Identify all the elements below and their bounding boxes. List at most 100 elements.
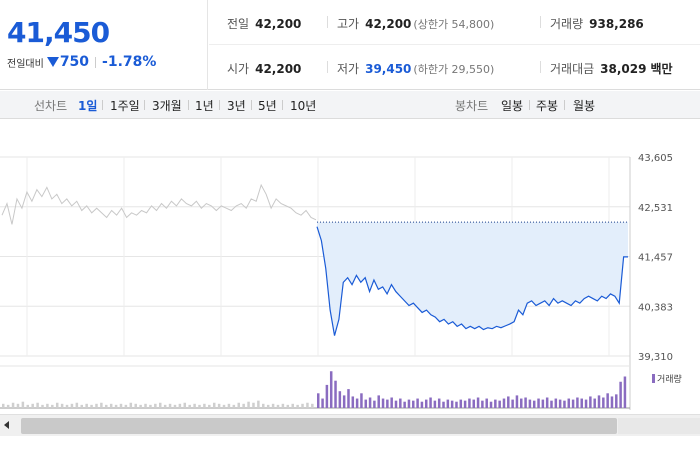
stats-panel: 전일 42,200 고가 42,200 (상한가 54,800) 거래량 938,286… (209, 0, 700, 90)
divider (144, 100, 145, 110)
volume-bar (154, 403, 157, 408)
volume-bar (217, 403, 221, 408)
volume-bar (520, 398, 523, 408)
volume-bar (558, 399, 562, 408)
stat-value: 938,286 (589, 17, 644, 31)
volume-bar (119, 403, 123, 408)
divider (282, 100, 283, 110)
stat-high: 고가 42,200 (상한가 54,800) (327, 15, 494, 32)
volume-bar (16, 403, 20, 408)
quote-summary: 41,450 전일대비 750 -1.78% 전일 42,200 고가 42,200… (0, 0, 700, 90)
stat-label: 시가 (227, 62, 250, 76)
divider (540, 61, 541, 73)
current-price: 41,450 (7, 16, 110, 49)
volume-bar (602, 397, 605, 408)
volume-bar (355, 398, 359, 408)
y-tick-label: 42,531 (638, 203, 673, 214)
volume-bar (41, 404, 44, 408)
volume-bar (502, 398, 506, 408)
volume-bar (36, 402, 39, 408)
period-1w[interactable]: 1주일 (110, 99, 140, 113)
period-5y[interactable]: 5년 (258, 99, 277, 113)
volume-legend-label: 거래량 (657, 375, 682, 385)
candle-daily[interactable]: 일봉 (501, 99, 524, 113)
down-triangle-icon (46, 57, 59, 67)
volume-bar (203, 403, 206, 408)
volume-bar (271, 403, 275, 408)
volume-bar (306, 402, 309, 408)
volume-bar (85, 403, 88, 408)
volume-bar (606, 393, 609, 408)
period-1d[interactable]: 1일 (78, 99, 98, 113)
stats-row-1: 전일 42,200 고가 42,200 (상한가 54,800) 거래량 938,286 (209, 0, 700, 45)
volume-bar (407, 399, 411, 408)
volume-bar (262, 403, 265, 408)
divider (188, 100, 189, 110)
volume-bar (257, 400, 260, 408)
volume-bar (403, 401, 406, 408)
volume-bar (198, 404, 201, 408)
volume-bar (95, 403, 98, 408)
volume-bar (80, 404, 83, 408)
y-tick-label: 40,383 (638, 302, 673, 313)
volume-bar (109, 403, 113, 408)
volume-bar (2, 403, 5, 408)
volume-bar (139, 404, 142, 408)
volume-bar (623, 376, 627, 408)
chart-scrollbar[interactable] (0, 414, 700, 436)
volume-bar (580, 398, 583, 408)
volume-bar (446, 399, 450, 408)
volume-bar (321, 398, 324, 408)
volume-bar (412, 400, 415, 408)
volume-bar (550, 400, 553, 408)
candle-weekly[interactable]: 주봉 (536, 99, 559, 113)
volume-bar (55, 402, 59, 408)
chart-grid (0, 156, 631, 410)
volume-bars (0, 365, 630, 409)
volume-bar (193, 403, 196, 408)
volume-bar (46, 403, 49, 408)
volume-bar (545, 397, 549, 408)
volume-bar (338, 391, 342, 408)
period-3m[interactable]: 3개월 (152, 99, 182, 113)
volume-bar (394, 400, 398, 408)
volume-bar (420, 401, 424, 408)
volume-bar (31, 403, 34, 408)
volume-bar (563, 400, 566, 408)
stat-label: 전일 (227, 17, 250, 31)
scroll-left-icon[interactable] (4, 421, 9, 429)
volume-bar (134, 403, 137, 408)
candle-chart-label: 봉차트 (455, 99, 489, 113)
period-1y[interactable]: 1년 (195, 99, 214, 113)
scroll-thumb[interactable] (21, 418, 617, 434)
volume-bar (459, 399, 463, 408)
volume-bar (129, 402, 133, 408)
volume-bar (450, 400, 454, 408)
stat-sub: (하한가 29,550) (413, 63, 495, 76)
volume-bar (364, 399, 368, 408)
volume-bar (576, 397, 579, 408)
volume-bar (429, 397, 432, 408)
volume-bar (537, 398, 540, 408)
volume-bar (485, 398, 488, 408)
previous-day-series (1, 183, 317, 225)
volume-bar (311, 403, 314, 408)
volume-bar (524, 397, 527, 408)
volume-bar (301, 403, 304, 408)
volume-bar (51, 404, 54, 408)
today-series (316, 221, 628, 336)
period-3y[interactable]: 3년 (227, 99, 246, 113)
period-10y[interactable]: 10년 (290, 99, 317, 113)
stat-volume: 거래량 938,286 (540, 15, 644, 32)
scroll-track[interactable] (618, 418, 700, 434)
volume-bar (291, 403, 294, 408)
price-box: 41,450 전일대비 750 -1.78% (0, 0, 208, 90)
stat-prev-close: 전일 42,200 (227, 15, 301, 32)
volume-bar (541, 399, 545, 408)
volume-bar (455, 401, 458, 408)
stat-value: 38,029 (600, 62, 647, 76)
intraday-chart[interactable]: 43,605 42,531 41,457 40,383 39,310 (0, 120, 700, 412)
candle-monthly[interactable]: 월봉 (573, 99, 596, 113)
volume-bar (21, 401, 25, 408)
volume-bar (237, 402, 240, 408)
